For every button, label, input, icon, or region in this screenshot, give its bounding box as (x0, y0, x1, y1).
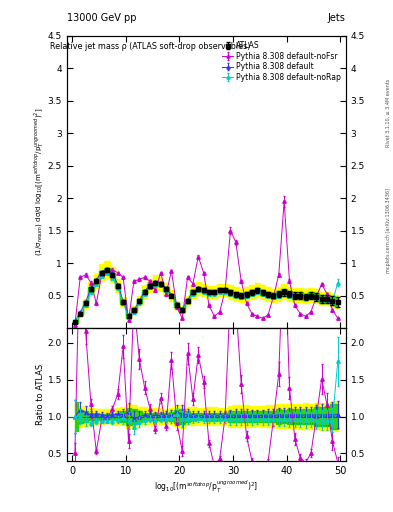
Text: Relative jet mass ρ (ATLAS soft-drop observables): Relative jet mass ρ (ATLAS soft-drop obs… (50, 41, 251, 51)
Text: mcplots.cern.ch [arXiv:1306.3436]: mcplots.cern.ch [arXiv:1306.3436] (386, 188, 391, 273)
Y-axis label: Ratio to ATLAS: Ratio to ATLAS (36, 364, 45, 425)
Legend: ATLAS, Pythia 8.308 default-noFsr, Pythia 8.308 default, Pythia 8.308 default-no: ATLAS, Pythia 8.308 default-noFsr, Pythi… (220, 39, 342, 83)
X-axis label: log$_{10}$[(m$^{soft drop}$/p$_T^{ungroomed}$)$^2$]: log$_{10}$[(m$^{soft drop}$/p$_T^{ungroo… (154, 478, 259, 495)
Text: Jets: Jets (328, 13, 346, 23)
Text: 13000 GeV pp: 13000 GeV pp (67, 13, 136, 23)
Text: Rivet 3.1.10, ≥ 3.4M events: Rivet 3.1.10, ≥ 3.4M events (386, 78, 391, 147)
Y-axis label: (1/σ$_{resum}$) dσ/d log$_{10}$[(m$^{soft drop}$/p$_T^{ungroomed}$)$^2$]: (1/σ$_{resum}$) dσ/d log$_{10}$[(m$^{sof… (33, 108, 46, 256)
